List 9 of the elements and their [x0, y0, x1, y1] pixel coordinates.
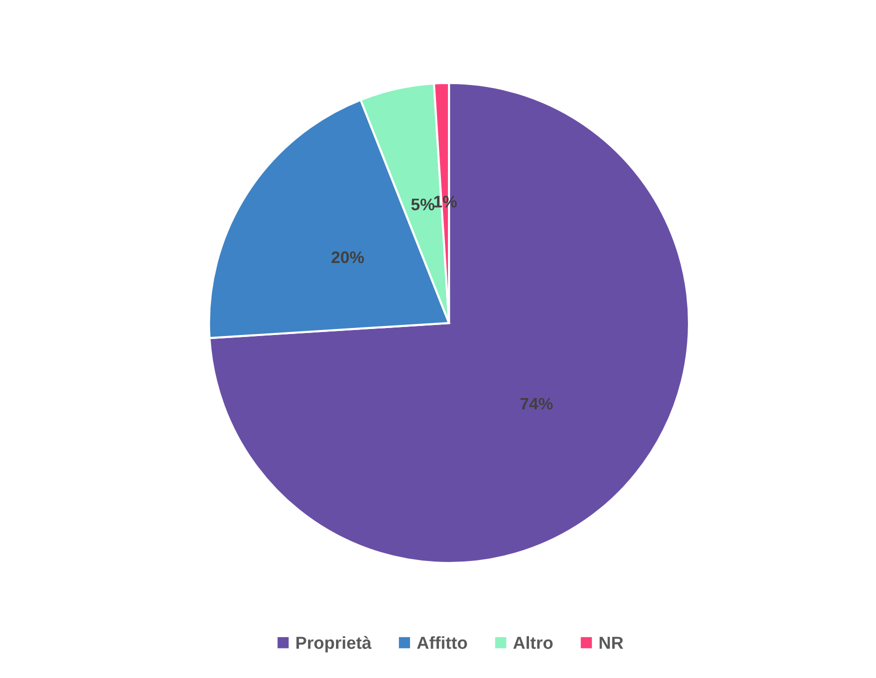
legend-label: Altro	[513, 636, 553, 649]
legend-label: Proprietà	[296, 636, 372, 652]
data-label: 5%	[411, 198, 434, 210]
pie-slice	[208, 82, 690, 564]
legend-label: Affitto	[417, 636, 468, 649]
data-label: 74%	[520, 398, 553, 410]
data-label: 20%	[332, 251, 364, 264]
legend-label: NR	[600, 636, 624, 649]
data-label: 1%	[434, 196, 457, 208]
